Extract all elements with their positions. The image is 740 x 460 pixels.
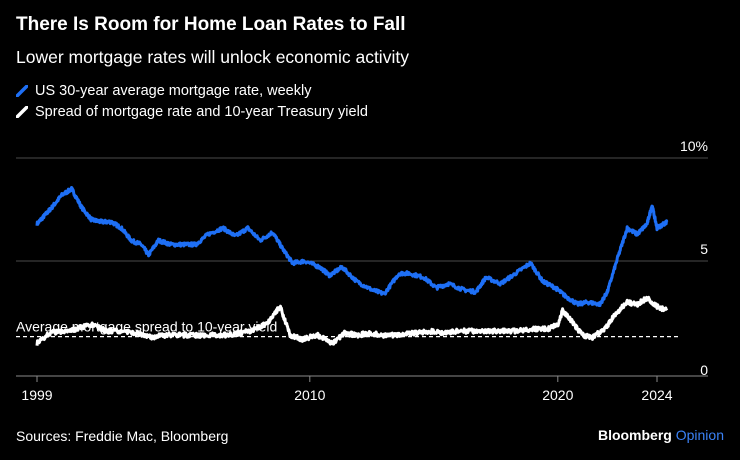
y-tick-label: 10% [680,138,708,154]
brand-suffix: Opinion [675,427,724,443]
x-tick-label: 1999 [21,387,52,403]
legend-swatch-blue-icon [16,85,28,97]
source-note: Sources: Freddie Mac, Bloomberg [16,428,229,444]
series-line-mortgage-rate [35,186,669,308]
series-line-spread [35,295,669,346]
bloomberg-opinion-logo: Bloomberg Opinion [598,427,724,443]
average-spread-label: Average mortgage spread to 10-year yield [16,319,277,335]
legend-item-spread: Spread of mortgage rate and 10-year Trea… [16,104,368,120]
x-tick-label: 2020 [542,387,573,403]
y-tick-label: 0 [700,362,708,378]
legend-item-mortgage-rate: US 30-year average mortgage rate, weekly [16,83,311,99]
x-tick-label: 2010 [294,387,325,403]
legend-label-mortgage-rate: US 30-year average mortgage rate, weekly [35,83,312,99]
legend-label-spread: Spread of mortgage rate and 10-year Trea… [35,104,368,120]
chart-title: There Is Room for Home Loan Rates to Fal… [16,14,406,35]
chart-subtitle: Lower mortgage rates will unlock economi… [16,47,409,67]
y-tick-label: 5 [700,241,708,257]
legend-swatch-white-icon [16,106,28,118]
x-tick-label: 2024 [641,387,672,403]
brand-name: Bloomberg [597,427,672,443]
